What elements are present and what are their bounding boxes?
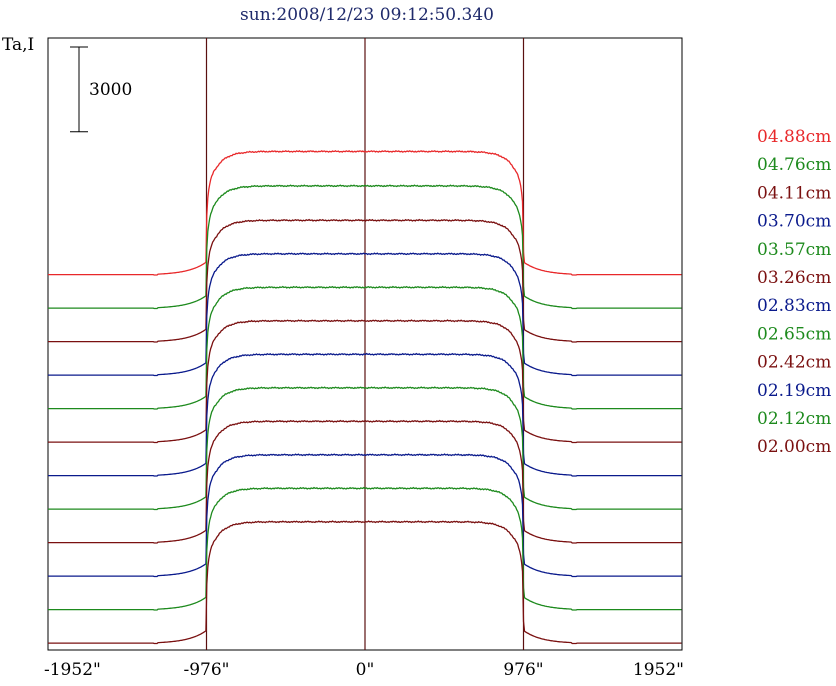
series-line-02.19cm xyxy=(48,453,682,578)
legend-entry: 02.19cm xyxy=(757,381,831,401)
legend-entry: 04.76cm xyxy=(757,155,831,175)
series-line-03.57cm xyxy=(48,285,682,410)
y-axis-label: Ta,I xyxy=(2,35,34,55)
legend-entry: 02.83cm xyxy=(757,296,831,316)
series-line-03.26cm xyxy=(48,319,682,444)
series-line-04.88cm xyxy=(48,149,682,276)
x-tick-label: -1952" xyxy=(44,660,101,680)
legend-entry: 03.70cm xyxy=(757,212,831,232)
series-line-02.65cm xyxy=(48,386,682,511)
legend-entry: 04.11cm xyxy=(757,183,831,203)
legend-entry: 02.65cm xyxy=(757,324,831,344)
series-line-02.83cm xyxy=(48,352,682,477)
x-tick-labels: -1952" -976" 0" 976" 1952" xyxy=(44,660,684,680)
scale-bar: 3000 xyxy=(70,46,132,133)
series-line-02.12cm xyxy=(48,486,682,611)
scale-bar-label: 3000 xyxy=(89,80,132,100)
series-line-04.76cm xyxy=(48,184,682,310)
legend-entry: 03.57cm xyxy=(757,240,831,260)
legend-entry: 04.88cm xyxy=(757,127,831,147)
series-line-03.70cm xyxy=(48,252,682,377)
legend-entry: 02.00cm xyxy=(757,437,831,457)
x-tick-label: 0" xyxy=(356,660,375,680)
series-line-02.00cm xyxy=(48,520,682,645)
x-tick-label: 1952" xyxy=(633,660,684,680)
series-line-02.42cm xyxy=(48,419,682,544)
x-tick-label: 976" xyxy=(503,660,543,680)
series-curves xyxy=(48,149,682,645)
x-tick-label: -976" xyxy=(183,660,229,680)
legend-entry: 03.26cm xyxy=(757,268,831,288)
legend: 04.88cm 04.76cm 04.11cm 03.70cm 03.57cm 03.26… xyxy=(757,127,831,457)
series-line-04.11cm xyxy=(48,218,682,343)
chart-title: sun:2008/12/23 09:12:50.340 xyxy=(240,5,494,25)
legend-entry: 02.42cm xyxy=(757,353,831,373)
limb-lines xyxy=(205,38,525,650)
legend-entry: 02.12cm xyxy=(757,409,831,429)
